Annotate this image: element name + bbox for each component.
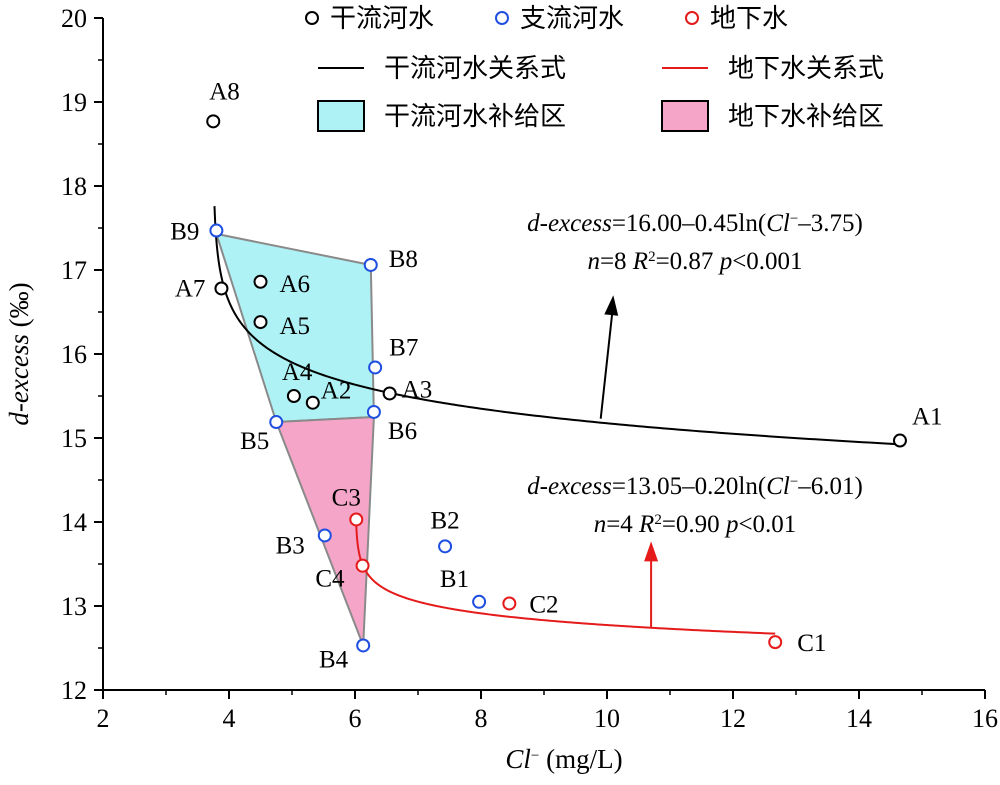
point-label-C1: C1 — [797, 630, 826, 657]
legend-label-1: 干流河水 — [330, 4, 434, 33]
point-A2 — [305, 395, 320, 410]
legend-marker-1 — [305, 11, 319, 25]
equation-annotations: d-excess=16.00–0.45ln(Cl−–3.75) n=8 R2=0.… — [527, 210, 863, 538]
point-label-C4: C4 — [315, 566, 345, 593]
point-B2 — [438, 539, 453, 554]
x-tick-label: 6 — [349, 704, 362, 733]
annotation-arrowhead-1 — [604, 295, 619, 316]
x-tick-label: 8 — [475, 704, 488, 733]
point-A5 — [253, 315, 268, 330]
point-label-A4: A4 — [282, 359, 313, 386]
legend-region-label-2: 地下水补给区 — [728, 102, 884, 131]
legend-label-3: 地下水 — [710, 4, 788, 33]
x-tick-label: 12 — [720, 704, 746, 733]
fit-curve-2 — [355, 524, 776, 635]
point-label-B9: B9 — [170, 219, 199, 246]
y-tick-label: 16 — [61, 340, 87, 369]
legend-swatch-1 — [317, 100, 365, 132]
y-tick-label: 19 — [61, 88, 87, 117]
point-label-B1: B1 — [440, 566, 469, 593]
point-B5 — [269, 415, 284, 430]
y-tick-label: 12 — [61, 676, 87, 705]
legend-region-label-1: 干流河水补给区 — [384, 102, 566, 131]
point-label-A3: A3 — [402, 376, 433, 403]
y-tick-label: 15 — [61, 424, 87, 453]
fit-curve-1 — [213, 206, 901, 446]
point-label-B7: B7 — [389, 334, 418, 361]
y-tick-label: 17 — [61, 256, 87, 285]
y-tick-label: 13 — [61, 592, 87, 621]
y-tick-label: 20 — [61, 4, 87, 33]
legend-label-2: 支流河水 — [520, 4, 624, 33]
legend-swatch-2 — [661, 100, 709, 132]
point-label-C3: C3 — [332, 484, 361, 511]
point-B7 — [368, 360, 383, 375]
point-label-A5: A5 — [280, 313, 311, 340]
annotation-arrow-line-1 — [599, 303, 615, 419]
point-label-A1: A1 — [912, 404, 943, 431]
point-A1 — [892, 433, 907, 448]
y-axis-title: d-excess (‰) — [4, 282, 34, 425]
point-A6 — [253, 274, 268, 289]
x-axis-title: Cl− (mg/L) — [505, 744, 622, 774]
y-tick-label: 14 — [61, 508, 87, 537]
legend-marker-2 — [495, 11, 509, 25]
point-C1 — [768, 635, 783, 650]
x-tick-label: 10 — [594, 704, 620, 733]
annotation-arrowhead-2 — [644, 541, 659, 562]
legend-fit-label-1: 干流河水关系式 — [384, 54, 566, 83]
point-B3 — [317, 528, 332, 543]
axes: 2 4 6 8 10 12 14 16 12 13 14 15 16 17 18 19 20 Cl− (mg/L)… — [4, 4, 998, 774]
point-label-A8: A8 — [209, 78, 240, 105]
point-B9 — [209, 223, 224, 238]
point-label-A6: A6 — [280, 271, 311, 298]
equation-1-line-2: n=8 R2=0.87 p<0.001 — [587, 248, 802, 275]
point-label-B3: B3 — [276, 532, 305, 559]
x-tick-label: 14 — [846, 704, 872, 733]
point-A3 — [382, 386, 397, 401]
point-A7 — [214, 281, 229, 296]
point-label-C2: C2 — [529, 591, 558, 618]
legend-marker-3 — [685, 11, 699, 25]
equation-2-line-2: n=4 R2=0.90 p<0.01 — [594, 511, 797, 538]
point-label-B4: B4 — [319, 646, 349, 673]
point-A4 — [286, 389, 301, 403]
point-C2 — [502, 596, 517, 611]
data-points — [206, 114, 907, 653]
y-tick-label: 18 — [61, 172, 87, 201]
point-label-B2: B2 — [430, 507, 459, 534]
equation-1-line-1: d-excess=16.00–0.45ln(Cl−–3.75) — [527, 210, 863, 237]
point-label-A7: A7 — [175, 275, 206, 302]
point-label-B5: B5 — [240, 428, 269, 455]
x-tick-label: 16 — [972, 704, 998, 733]
point-B1 — [472, 594, 487, 609]
point-label-A2: A2 — [321, 378, 352, 405]
x-tick-label: 4 — [223, 704, 236, 733]
point-B4 — [356, 638, 371, 653]
point-labels: A1 A2 A3 A4 A5 A6 A7 A8 B1 B2 B3 B4 B5 B6 B7 B8 B9 C1 C2 C3… — [170, 78, 942, 673]
x-tick-label: 2 — [97, 704, 110, 733]
point-B6 — [366, 404, 381, 419]
point-C3 — [349, 512, 364, 527]
equation-2-line-1: d-excess=13.05–0.20ln(Cl−–6.01) — [527, 473, 863, 500]
point-A8 — [206, 114, 221, 129]
point-B8 — [363, 257, 378, 272]
point-label-B8: B8 — [389, 246, 418, 273]
legend-fit-label-2: 地下水关系式 — [728, 54, 884, 83]
annotation-arrows — [599, 295, 659, 628]
point-label-B6: B6 — [388, 418, 417, 445]
point-C4 — [355, 558, 370, 573]
